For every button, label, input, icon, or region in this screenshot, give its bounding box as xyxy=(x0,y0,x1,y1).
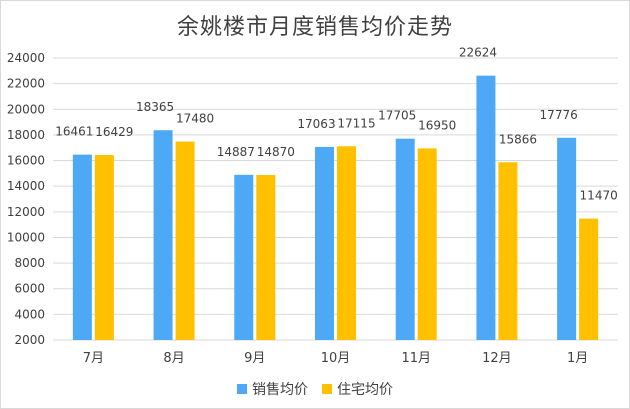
data-label: 17480 xyxy=(176,112,214,126)
data-label: 17115 xyxy=(337,116,375,130)
bar-residential xyxy=(94,155,114,340)
bar-residential xyxy=(256,175,276,340)
legend-item: 销售均价 xyxy=(237,379,308,399)
bar-sales xyxy=(234,174,254,340)
data-label: 16429 xyxy=(95,125,133,139)
y-tick-label: 8000 xyxy=(14,256,45,270)
data-label: 17776 xyxy=(540,108,578,122)
bar-sales xyxy=(557,137,577,340)
x-tick-label: 7月 xyxy=(83,351,104,366)
chart-title: 余姚楼市月度销售均价走势 xyxy=(176,15,453,40)
bar-residential xyxy=(337,146,356,340)
bar-sales xyxy=(395,138,415,340)
bar-sales xyxy=(153,130,173,340)
legend-item: 住宅均价 xyxy=(322,379,393,399)
x-tick-label: 1月 xyxy=(567,351,588,366)
bar-residential xyxy=(175,141,195,340)
y-tick-label: 18000 xyxy=(7,128,45,142)
y-tick-label: 22000 xyxy=(7,77,45,91)
x-tick-label: 11月 xyxy=(401,351,431,366)
bar-sales xyxy=(72,154,92,340)
y-tick-label: 6000 xyxy=(14,282,45,296)
y-tick-label: 14000 xyxy=(7,179,45,193)
data-label: 18365 xyxy=(136,100,174,114)
legend-swatch xyxy=(322,384,332,394)
data-label: 15866 xyxy=(499,132,537,146)
bar-sales xyxy=(476,75,496,340)
x-tick-label: 10月 xyxy=(321,351,351,366)
x-tick-label: 9月 xyxy=(244,351,265,366)
y-tick-label: 2000 xyxy=(14,333,45,347)
y-tick-label: 24000 xyxy=(7,51,45,65)
data-label: 17705 xyxy=(378,109,416,123)
data-label: 14887 xyxy=(217,145,255,159)
bar-residential xyxy=(579,218,599,340)
x-tick-label: 8月 xyxy=(163,351,184,366)
legend-swatch xyxy=(237,384,247,394)
y-tick-label: 16000 xyxy=(7,154,45,168)
y-tick-label: 10000 xyxy=(7,230,45,244)
x-tick-label: 12月 xyxy=(482,351,512,366)
data-label: 16461 xyxy=(55,125,93,139)
y-tick-label: 4000 xyxy=(14,307,45,321)
chart-legend: 销售均价 住宅均价 xyxy=(1,379,629,399)
data-label: 16950 xyxy=(418,118,456,132)
data-label: 22624 xyxy=(459,46,497,60)
bar-sales xyxy=(315,146,334,340)
bar-residential xyxy=(498,162,518,340)
data-label: 14870 xyxy=(257,145,295,159)
bar-residential xyxy=(417,148,437,340)
data-label: 11470 xyxy=(580,189,618,203)
legend-label: 销售均价 xyxy=(252,382,308,398)
data-label: 17063 xyxy=(297,117,335,131)
legend-label: 住宅均价 xyxy=(337,382,393,398)
y-tick-label: 12000 xyxy=(7,205,45,219)
y-tick-label: 20000 xyxy=(7,102,45,116)
